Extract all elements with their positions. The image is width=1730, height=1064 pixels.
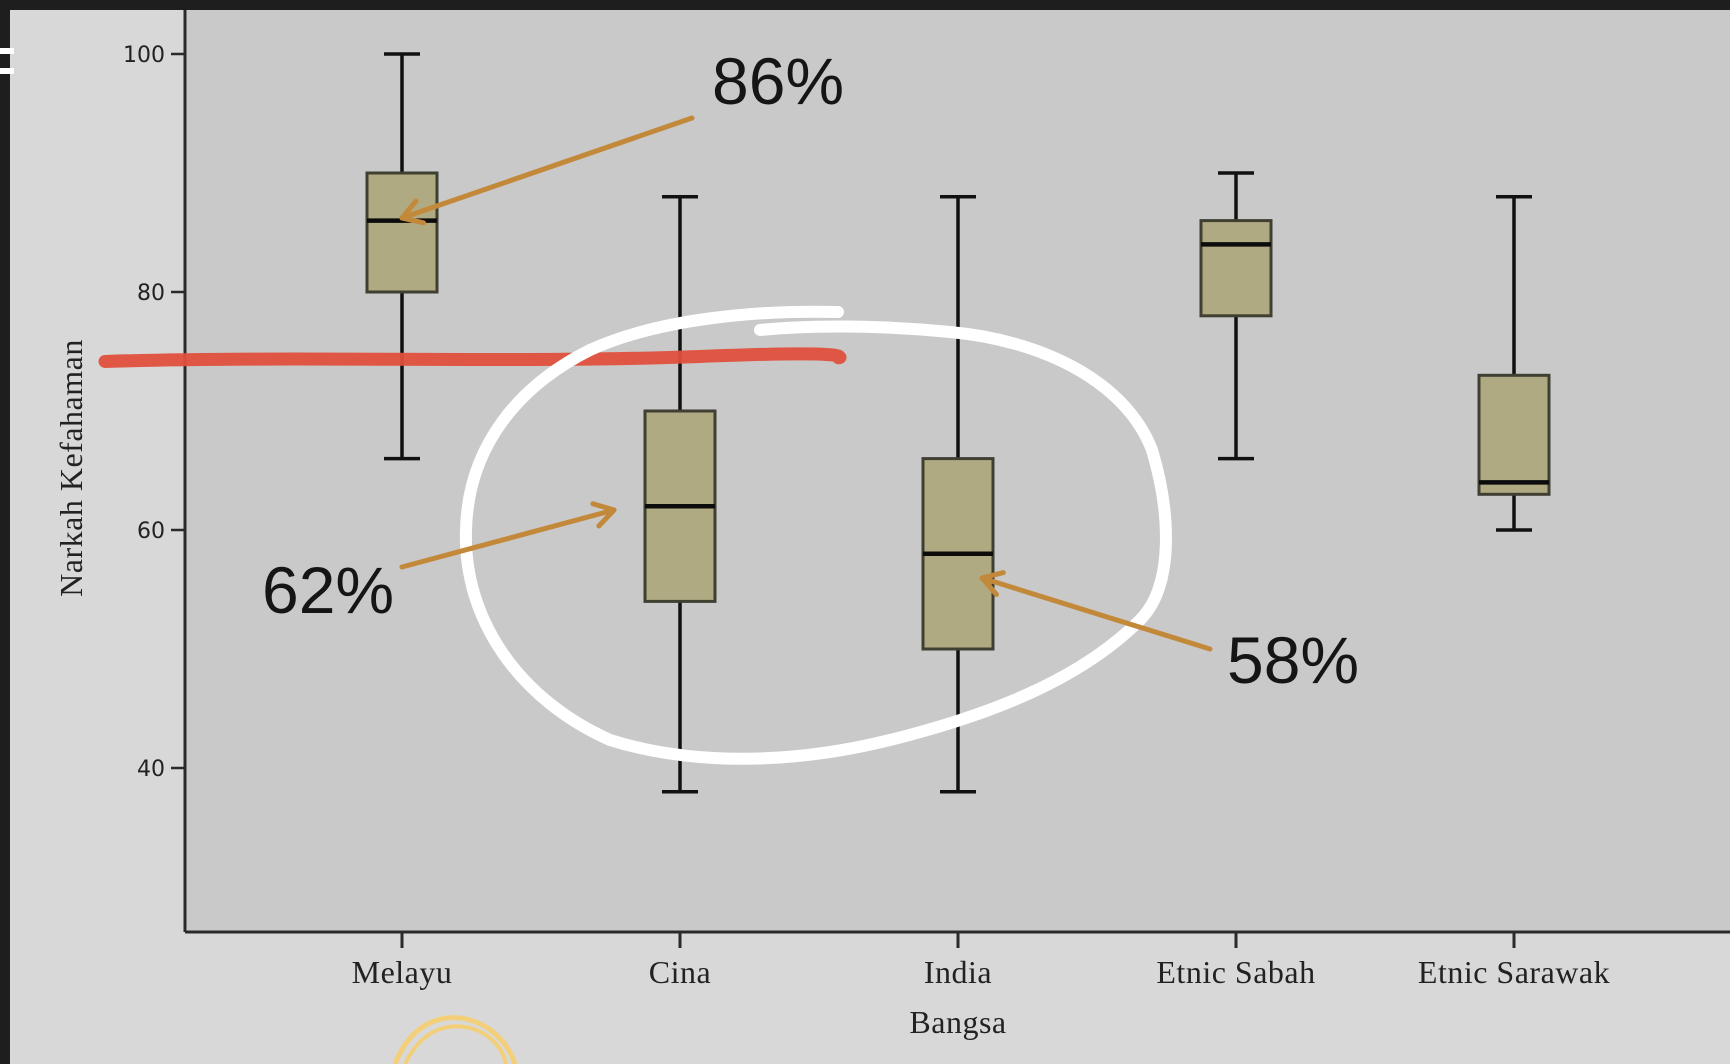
y-tick-label-40: 40 xyxy=(137,757,165,782)
y-tick-label-100: 100 xyxy=(123,43,165,68)
annotation-label: 58% xyxy=(1227,623,1359,697)
chart-text: Narkah Kefahaman Bangsa xyxy=(53,339,1006,1040)
annotation-label: 86% xyxy=(712,44,844,118)
x-tick-label-3: Etnic Sabah xyxy=(1156,954,1315,990)
yellow-doodle xyxy=(392,1015,518,1064)
highlight-circle xyxy=(459,305,1172,765)
red-highlight-line xyxy=(98,347,847,368)
box-etnic-sarawak xyxy=(1477,195,1551,532)
edge-mark-2 xyxy=(0,68,14,74)
x-tick-label-2: India xyxy=(924,954,992,990)
iqr-box xyxy=(365,171,439,294)
annotation-arrow xyxy=(399,507,617,570)
edge-mark xyxy=(0,48,14,54)
x-tick-label-0: Melayu xyxy=(352,954,453,990)
annotation-melayu: 86% xyxy=(399,44,844,226)
box-cina xyxy=(643,195,717,794)
annotation-arrow xyxy=(399,115,695,221)
annotation-label: 62% xyxy=(262,553,394,627)
annotation-arrowhead xyxy=(979,570,1006,598)
yellow-doodle-inner xyxy=(403,1024,508,1064)
y-axis-title: Narkah Kefahaman xyxy=(53,339,89,597)
hand-drawn-markup: 86% 62% 58% xyxy=(0,44,1359,1064)
iqr-box xyxy=(1199,219,1273,318)
x-tick-label-1: Cina xyxy=(649,954,711,990)
x-tick-label-4: Etnic Sarawak xyxy=(1418,954,1610,990)
annotation-arrowhead xyxy=(399,198,426,226)
box-melayu xyxy=(365,52,439,461)
annotation-arrowhead xyxy=(590,501,617,529)
box-series xyxy=(365,52,1551,794)
y-tick-label-80: 80 xyxy=(137,281,165,306)
y-tick-label-60: 60 xyxy=(137,519,165,544)
box-etnic-sabah xyxy=(1199,171,1273,461)
annotation-cina: 62% xyxy=(262,501,617,627)
iqr-box xyxy=(1477,373,1551,496)
annotation-india: 58% xyxy=(979,570,1359,697)
x-axis-title: Bangsa xyxy=(909,1004,1006,1040)
axes: 40 60 80 100 Melayu Cina India Etnic Sabah Etnic… xyxy=(123,10,1730,990)
annotation-arrow xyxy=(979,575,1213,652)
